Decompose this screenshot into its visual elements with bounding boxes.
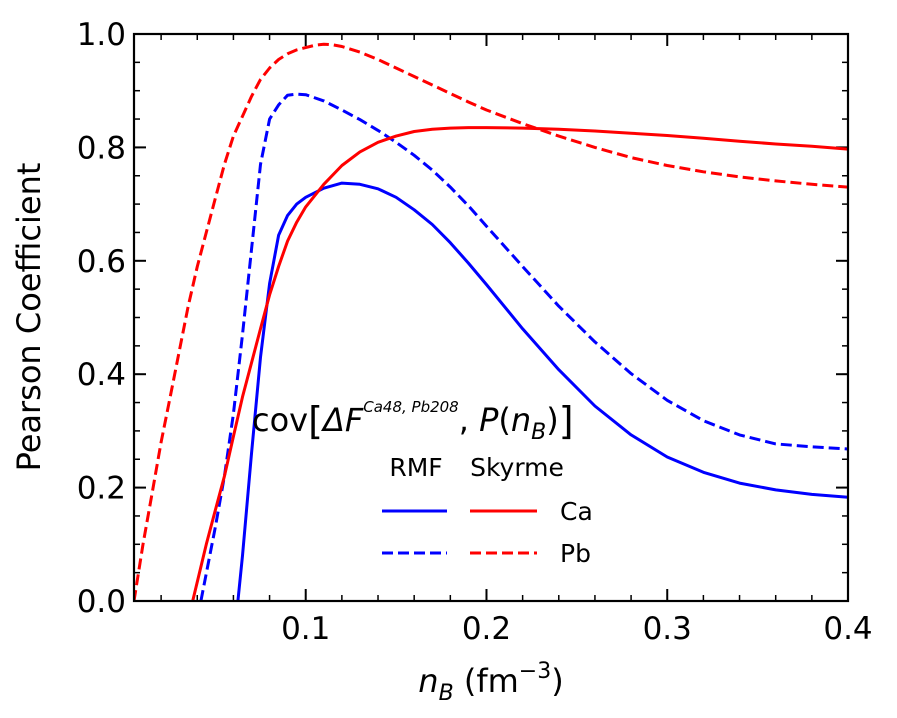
x-axis-title-unit: (fm [454, 662, 519, 700]
x-axis-title-close: ) [551, 662, 563, 700]
legend-label-pb: Pb [560, 539, 591, 568]
y-tick-label: 0.0 [77, 584, 126, 620]
annot-n: n [511, 401, 531, 439]
plot-frame [132, 32, 850, 603]
axis-ticks [134, 33, 849, 602]
y-tick-label: 0.4 [77, 357, 126, 393]
y-tick-label: 0.8 [77, 130, 126, 166]
annot-delta-f: ΔF [320, 401, 364, 439]
annot-cov: cov [252, 401, 308, 439]
series-line-rmf-pb [199, 92, 848, 601]
x-axis-title-n: n [418, 662, 438, 700]
y-tick-label: 0.2 [77, 471, 126, 507]
x-tick-label: 0.1 [281, 611, 330, 647]
annot-lbracket: [ [308, 399, 323, 443]
x-tick-label: 0.4 [823, 611, 872, 647]
annot-rbracket: ] [559, 399, 574, 443]
covariance-annotation: cov[ΔFCa48, Pb208, P(nB)] [252, 398, 574, 445]
legend-header-skyrme: Skyrme [470, 453, 564, 482]
series-line-skyrme-pb [134, 42, 848, 601]
annot-comma: , [459, 401, 479, 439]
x-axis-title-sup: −3 [519, 659, 551, 684]
series-line-skyrme-ca [191, 126, 848, 601]
y-tick-label: 0.6 [77, 244, 126, 280]
legend-header-rmf: RMF [389, 453, 442, 482]
legend: RMF Skyrme Ca Pb [382, 453, 593, 568]
x-axis-title: nB (fm−3) [418, 659, 563, 706]
y-axis-title: Pearson Coefficient [10, 163, 48, 472]
annot-nsub: B [531, 420, 546, 445]
annot-p: P [479, 401, 499, 439]
annot-paren-close: ) [546, 401, 558, 439]
annot-paren-open: ( [498, 401, 510, 439]
series-layer [134, 42, 848, 601]
legend-label-ca: Ca [560, 497, 593, 526]
x-axis-title-sub: B [439, 681, 454, 706]
series-line-rmf-ca [236, 181, 848, 601]
tick-labels: 0.1 0.2 0.3 0.4 0.0 0.2 0.4 0.6 0.8 1.0 [77, 17, 873, 647]
x-tick-label: 0.3 [643, 611, 692, 647]
y-tick-label: 1.0 [77, 17, 126, 53]
x-tick-label: 0.2 [462, 611, 511, 647]
annot-superscript: Ca48, Pb208 [363, 398, 459, 416]
